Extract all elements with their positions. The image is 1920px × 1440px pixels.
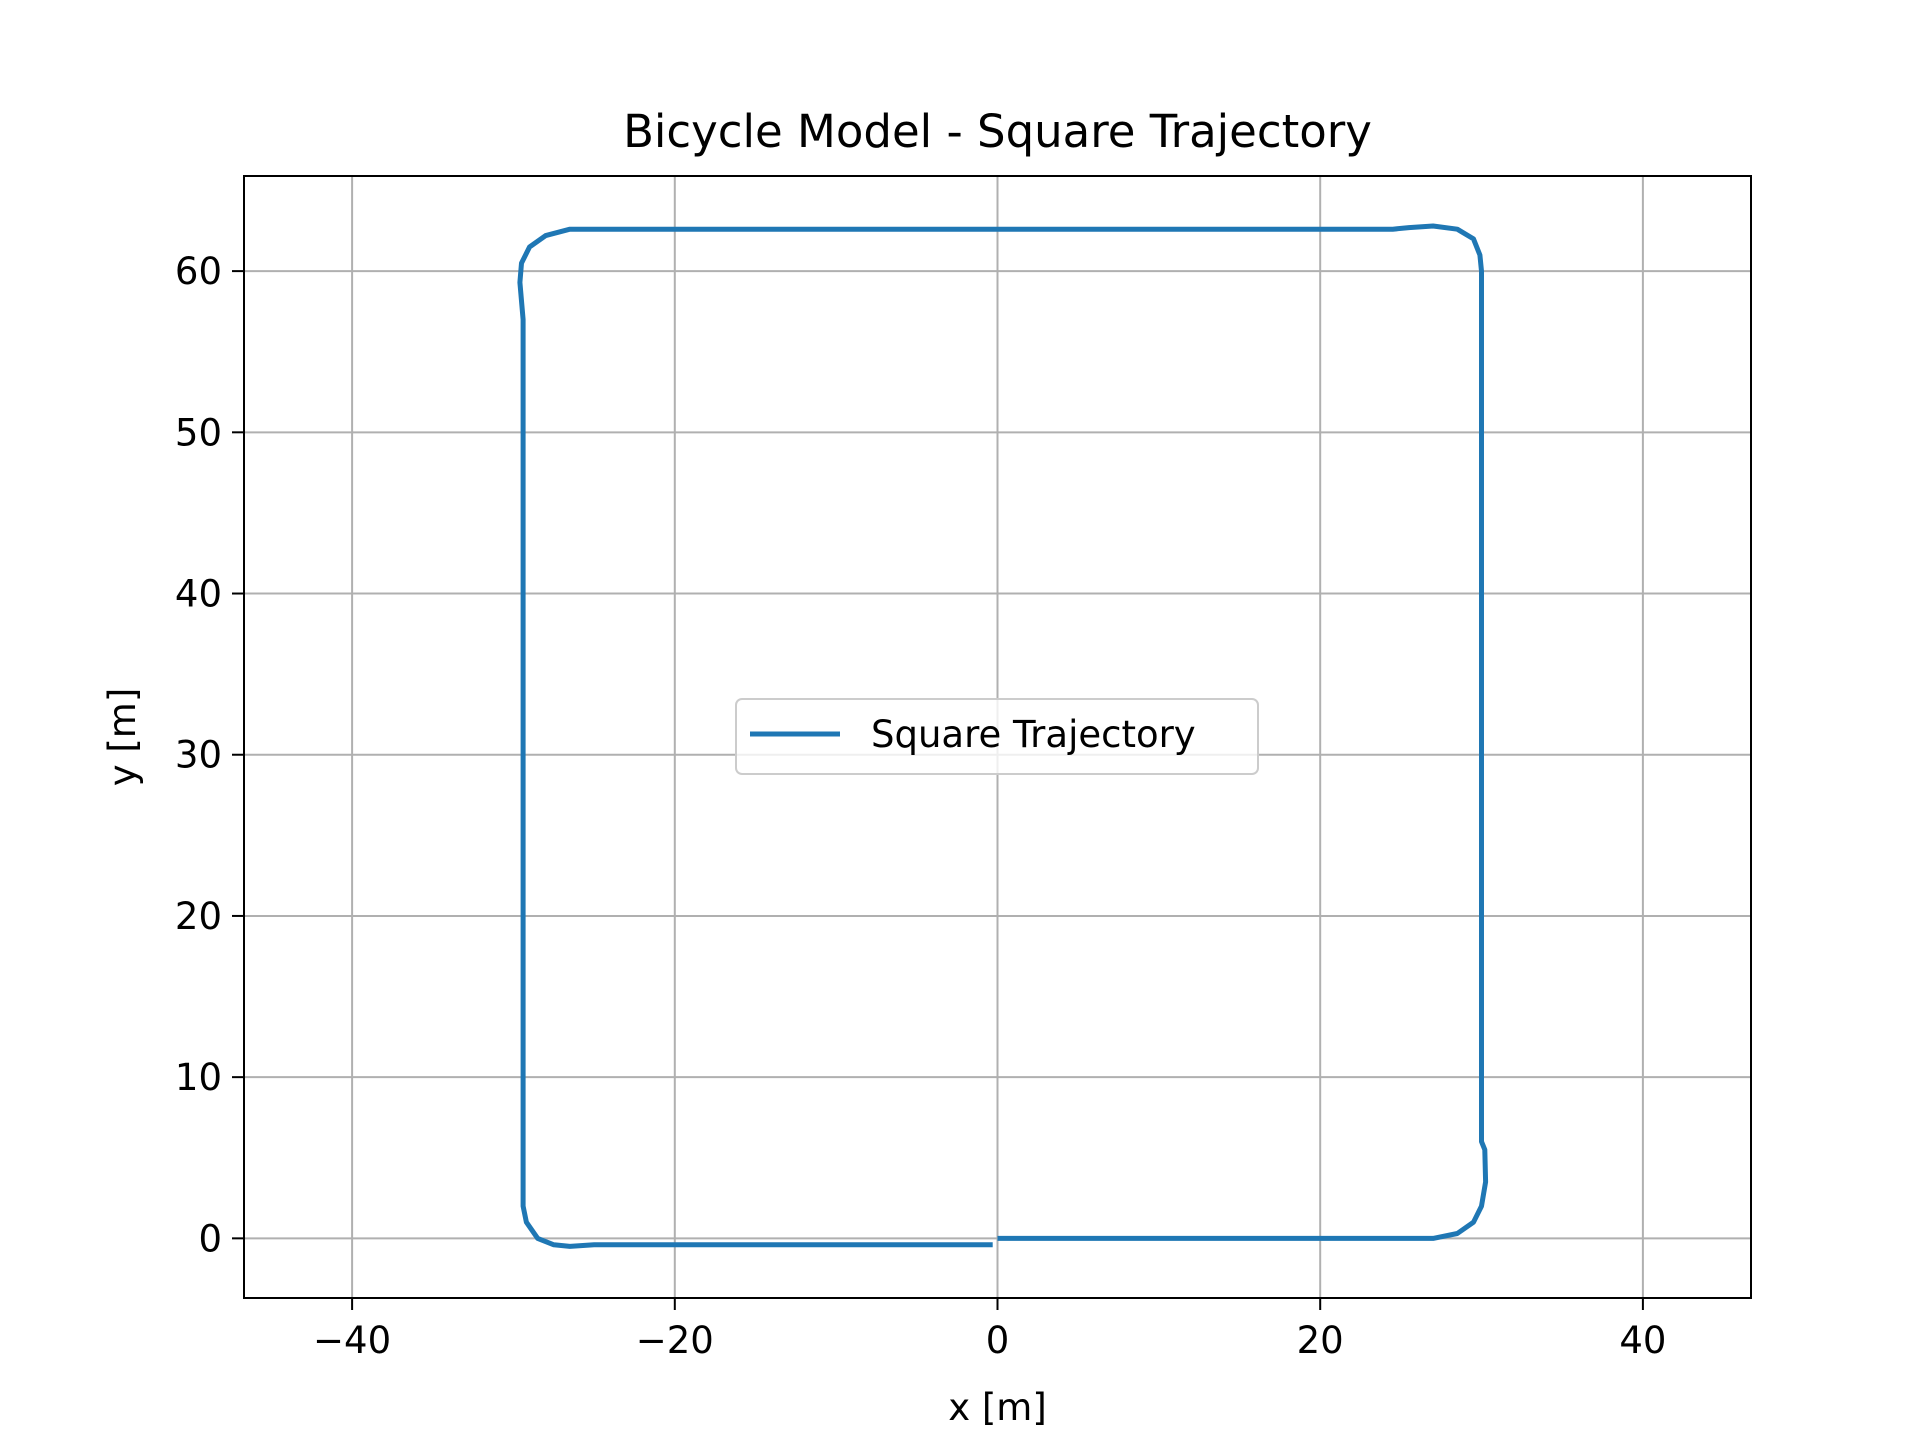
y-tick-label: 20 xyxy=(175,895,222,938)
legend-label-square-trajectory: Square Trajectory xyxy=(871,713,1196,756)
legend: Square Trajectory xyxy=(735,698,1259,775)
x-tick-label: 0 xyxy=(986,1319,1010,1362)
chart-title: Bicycle Model - Square Trajectory xyxy=(623,105,1372,158)
x-axis-label: x [m] xyxy=(948,1386,1047,1429)
y-axis-label: y [m] xyxy=(101,688,144,787)
y-tick-label: 30 xyxy=(175,734,222,777)
y-tick-label: 40 xyxy=(175,573,222,616)
y-tick-label: 0 xyxy=(198,1217,222,1260)
tick-layer: −40 −20 0 20 40 0 10 20 30 40 50 60 xyxy=(175,250,1667,1362)
x-tick-label: 20 xyxy=(1297,1319,1344,1362)
legend-box xyxy=(735,698,1259,775)
x-tick-label: −20 xyxy=(636,1319,714,1362)
y-tick-label: 60 xyxy=(175,250,222,293)
y-tick-label: 10 xyxy=(175,1056,222,1099)
y-tick-label: 50 xyxy=(175,411,222,454)
series-line-square-trajectory xyxy=(517,223,1489,1249)
x-tick-label: 40 xyxy=(1619,1319,1666,1362)
data-layer xyxy=(517,223,1489,1249)
x-tick-label: −40 xyxy=(313,1319,391,1362)
